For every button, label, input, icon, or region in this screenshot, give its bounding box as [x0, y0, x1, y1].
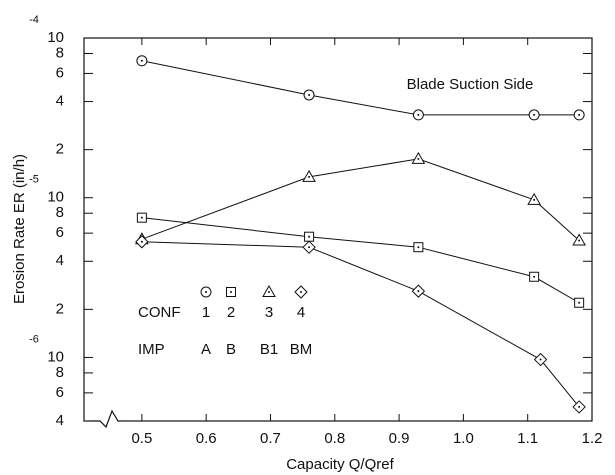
y-tick-label: 4: [56, 412, 64, 429]
y-tick-label: 8: [56, 364, 64, 381]
x-tick-label: 1.0: [453, 430, 474, 447]
y-tick-label: 10: [47, 348, 64, 365]
series-line: [141, 158, 580, 241]
x-tick-label: 1.1: [517, 430, 538, 447]
x-axis-label: Capacity Q/Qref: [286, 456, 394, 473]
marker-dot: [140, 216, 143, 219]
marker-dot: [539, 358, 542, 361]
y-tick-exponent: -6: [29, 333, 39, 345]
marker-dot: [205, 291, 207, 293]
marker-dot: [230, 291, 232, 293]
legend-name: 1: [202, 304, 210, 321]
marker-dot: [140, 240, 143, 243]
marker-dot: [578, 301, 581, 304]
y-tick-label: 4: [56, 93, 64, 110]
legend-name: 4: [297, 304, 305, 321]
y-tick-label: 8: [56, 44, 64, 61]
legend-name: 3: [265, 304, 273, 321]
axis-break: [92, 409, 122, 429]
y-tick-label: 10: [47, 29, 64, 46]
y-tick-label: 6: [56, 384, 64, 401]
legend-imp: A: [201, 341, 211, 358]
marker-dot: [533, 113, 536, 116]
y-axis-label: Erosion Rate ER (in/h): [11, 154, 28, 304]
y-tick-label: 6: [56, 64, 64, 81]
marker-dot: [417, 113, 420, 116]
y-tick-exponent: -4: [29, 14, 39, 26]
x-tick-label: 0.6: [196, 430, 217, 447]
legend-name: 2: [227, 304, 235, 321]
marker-dot: [308, 235, 311, 238]
legend-imp: BM: [290, 341, 313, 358]
y-tick-label: 4: [56, 252, 64, 269]
x-tick-label: 0.5: [131, 430, 152, 447]
marker-dot: [578, 239, 581, 242]
x-tick-label: 0.9: [389, 430, 410, 447]
y-tick-label: 8: [56, 204, 64, 221]
x-tick-label: 1.2: [582, 430, 603, 447]
y-tick-label: 6: [56, 224, 64, 241]
marker-dot: [533, 198, 536, 201]
annotation: Blade Suction Side: [407, 76, 534, 93]
marker-dot: [300, 291, 302, 293]
marker-dot: [417, 246, 420, 249]
marker-dot: [308, 246, 311, 249]
marker-dot: [578, 113, 581, 116]
marker-dot: [417, 290, 420, 293]
legend-imp: B1: [260, 341, 278, 358]
marker-dot: [417, 157, 420, 160]
legend-title: CONF: [138, 304, 181, 321]
y-tick-label: 10: [47, 189, 64, 206]
series-line: [141, 241, 580, 408]
plot-frame: [83, 37, 593, 422]
y-tick-exponent: -5: [29, 174, 39, 186]
legend-imp: B: [226, 341, 236, 358]
legend-subtitle: IMP: [138, 341, 165, 358]
x-tick-label: 0.7: [260, 430, 281, 447]
marker-dot: [308, 175, 311, 178]
y-tick-label: 2: [56, 300, 64, 317]
marker-dot: [140, 59, 143, 62]
marker-dot: [308, 93, 311, 96]
y-tick-label: 2: [56, 141, 64, 158]
x-tick-label: 0.8: [324, 430, 345, 447]
marker-dot: [533, 275, 536, 278]
marker-dot: [578, 405, 581, 408]
marker-dot: [268, 291, 270, 293]
